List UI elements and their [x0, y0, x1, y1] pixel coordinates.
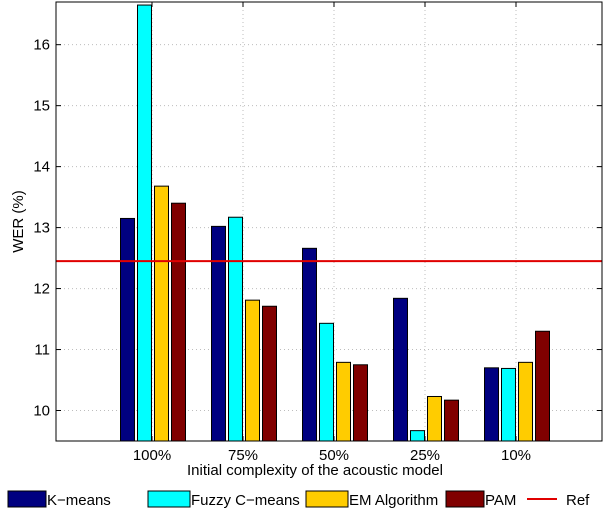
bar — [137, 4, 152, 442]
bar — [245, 299, 260, 442]
bar — [535, 330, 550, 442]
legend-label: Ref — [566, 492, 590, 509]
y-axis-label: WER (%) — [10, 190, 27, 253]
bar — [518, 361, 533, 442]
y-tick-label: 11 — [34, 342, 50, 359]
legend-swatch — [147, 490, 191, 508]
y-tick-label: 16 — [33, 37, 50, 54]
x-tick-label: 25% — [410, 447, 440, 464]
legend-label: K−means — [47, 492, 111, 509]
x-tick-label: 100% — [133, 447, 171, 464]
bar — [302, 247, 317, 442]
bar — [262, 305, 277, 442]
axes-frame — [55, 1, 603, 442]
bar — [319, 322, 334, 442]
bar — [501, 367, 516, 442]
bars — [120, 4, 550, 442]
x-tick-label: 10% — [501, 447, 531, 464]
legend-label: Fuzzy C−means — [191, 492, 300, 509]
y-tick-label: 15 — [33, 98, 50, 115]
bar — [154, 185, 169, 442]
bar — [427, 395, 442, 442]
y-tick-label: 10 — [33, 403, 50, 420]
legend-swatch — [445, 490, 485, 508]
y-tick-label: 13 — [33, 220, 50, 237]
x-tick-label: 50% — [319, 447, 349, 464]
y-tick-label: 12 — [33, 281, 50, 298]
x-tick-label: 75% — [228, 447, 258, 464]
bar — [410, 430, 425, 442]
legend-swatch — [305, 490, 349, 508]
legend-label: EM Algorithm — [349, 492, 438, 509]
bar — [228, 216, 243, 442]
x-axis-label: Initial complexity of the acoustic model — [187, 462, 443, 479]
legend-swatch — [7, 490, 47, 508]
bar — [444, 399, 459, 442]
bar — [353, 364, 368, 442]
legend: K−means Fuzzy C−means EM Algorithm PAM Ref — [7, 490, 590, 509]
bar — [211, 225, 226, 442]
bar — [120, 217, 135, 442]
bar — [484, 367, 499, 442]
bar — [393, 297, 408, 442]
y-tick-label: 14 — [33, 159, 50, 176]
legend-label: PAM — [485, 492, 516, 509]
bar — [336, 361, 351, 442]
bar — [171, 202, 186, 442]
axis-ticks: 10 11 12 13 14 15 16 100% 75% 50% 25% 10% — [33, 2, 602, 464]
